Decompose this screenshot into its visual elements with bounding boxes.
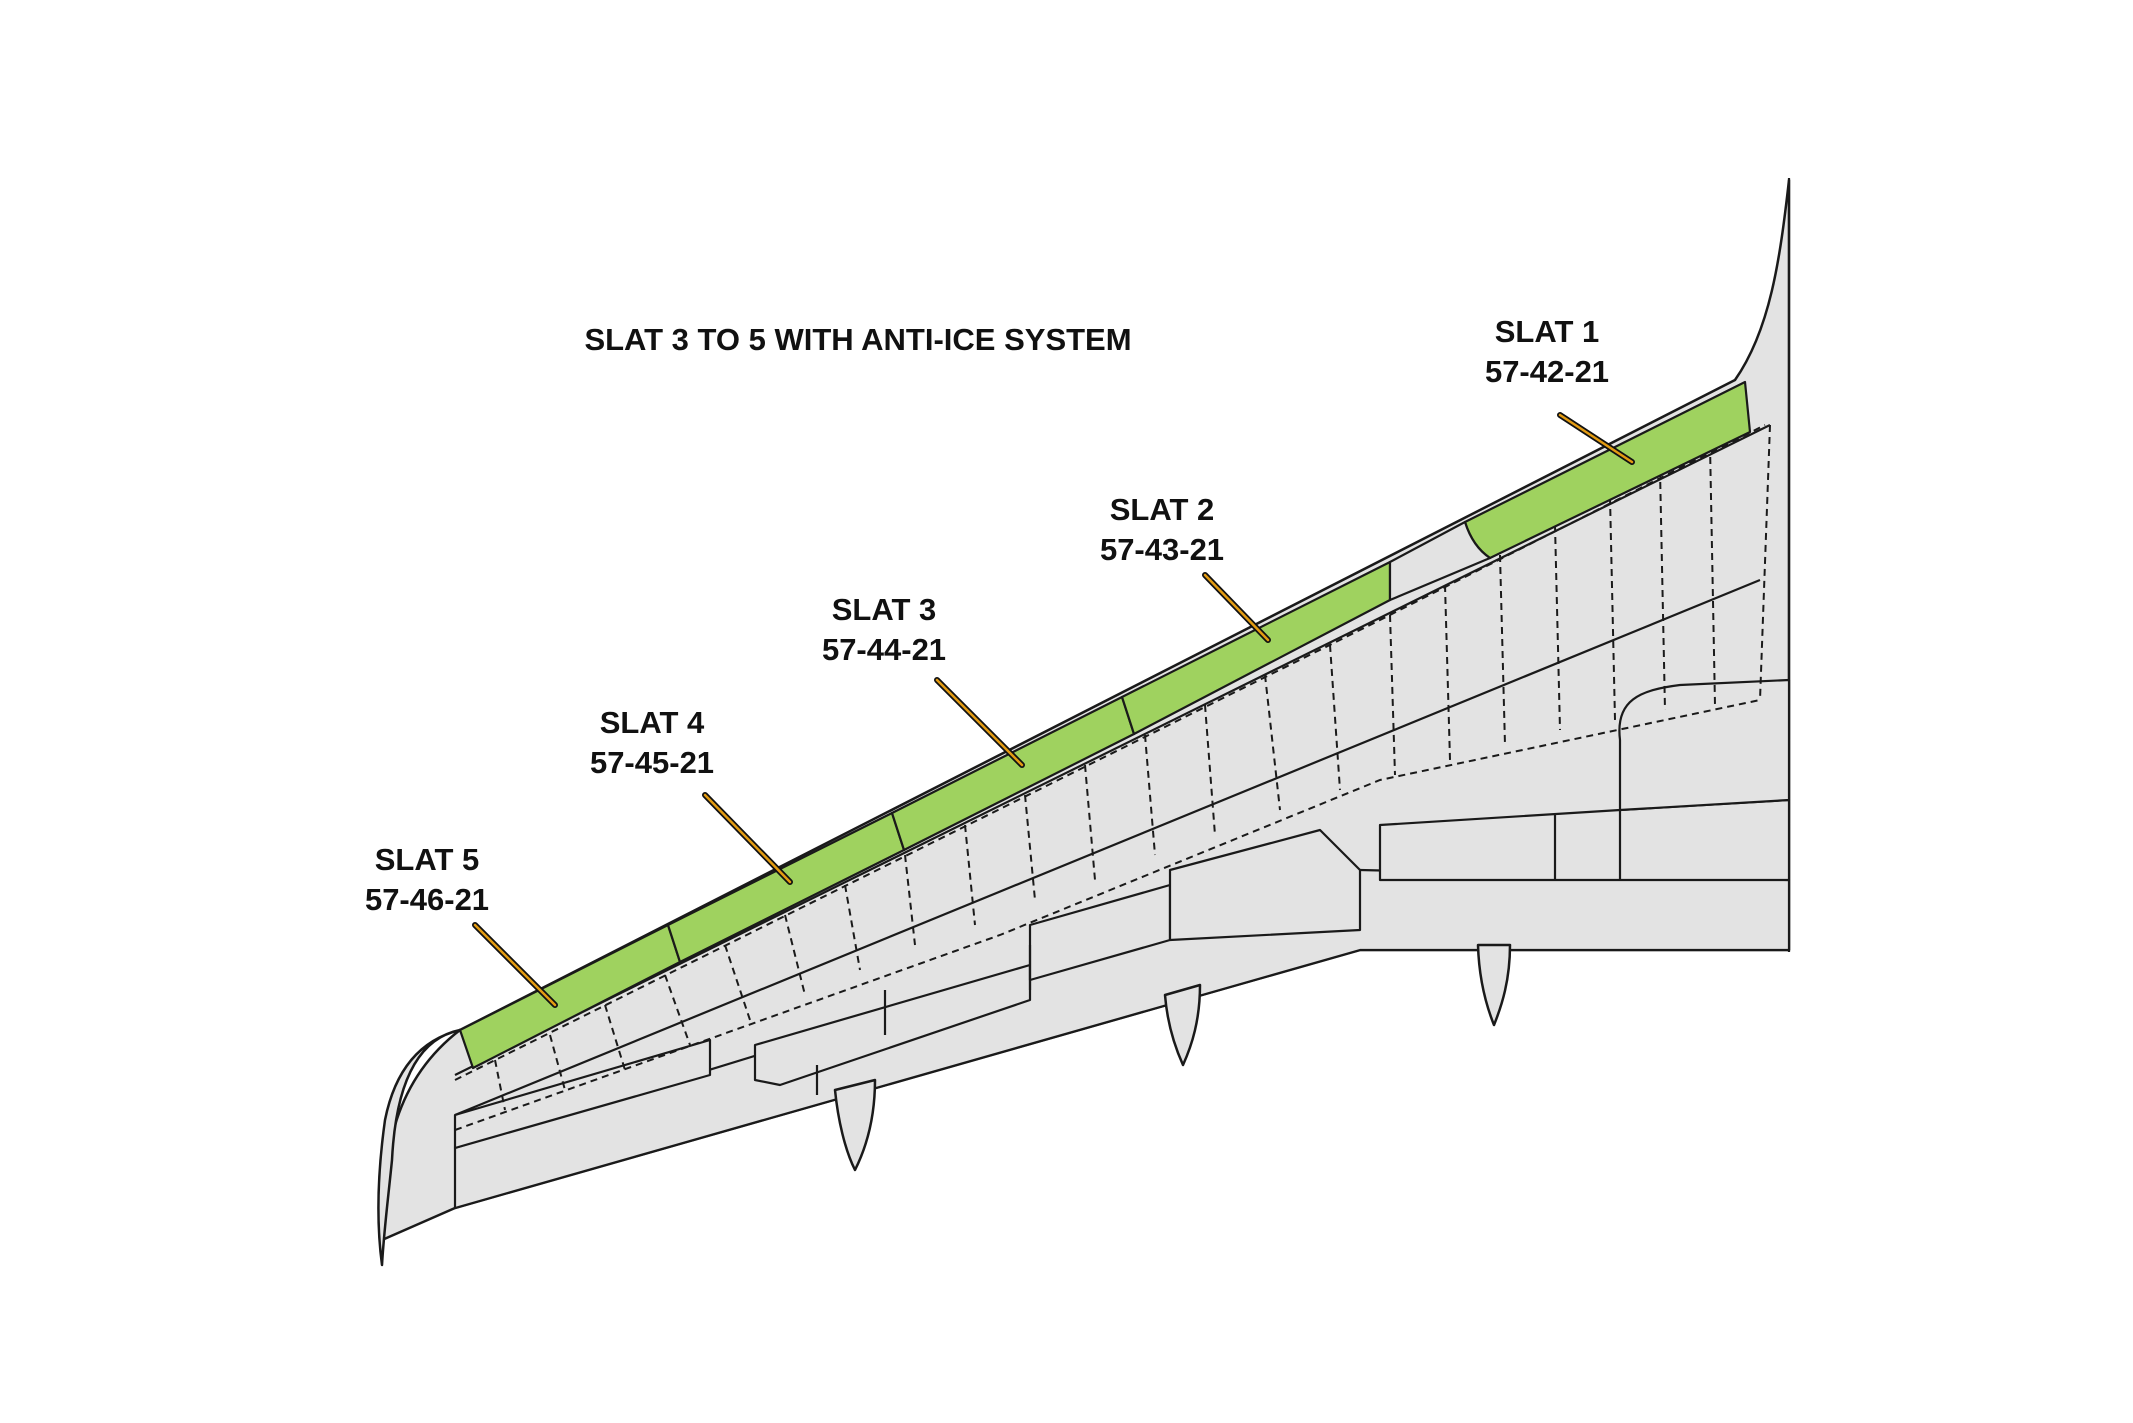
slat-4-ref: 57-45-21 <box>590 745 714 780</box>
diagram-title: SLAT 3 TO 5 WITH ANTI-ICE SYSTEM <box>584 322 1131 357</box>
flap-track-fairing-3 <box>1476 943 1512 1027</box>
flap-track-fairing-2 <box>1163 983 1202 1067</box>
slat-track-boundary-lower <box>454 699 1761 1131</box>
slat-5-name: SLAT 5 <box>375 842 480 877</box>
root-dashed-edge <box>1759 424 1771 701</box>
flap-panel-outboard <box>453 1038 712 1150</box>
flap-panel-root <box>1378 798 1791 882</box>
slat-gap-fairing <box>1388 520 1492 602</box>
slat-2-name: SLAT 2 <box>1110 492 1215 527</box>
slat-3-name: SLAT 3 <box>832 592 937 627</box>
wing-tip <box>377 1028 462 1267</box>
rear-spar-line <box>454 578 1761 1117</box>
flap-track-fairing-1 <box>833 1078 877 1172</box>
slat-1-ref: 57-42-21 <box>1485 354 1609 389</box>
slat-track-boundary-upper <box>454 424 1766 1081</box>
flap-panel-inner-3 <box>1168 828 1362 942</box>
slat-2-ref: 57-43-21 <box>1100 532 1224 567</box>
rib-lines <box>494 444 1716 1111</box>
flap-panel-inner-1 <box>753 963 1032 1087</box>
leader-lines <box>472 412 1635 1008</box>
slat-3-ref: 57-44-21 <box>822 632 946 667</box>
slat-4-name: SLAT 4 <box>600 705 705 740</box>
slat-5-ref: 57-46-21 <box>365 882 489 917</box>
root-fairing <box>1618 678 1791 812</box>
slat-1-name: SLAT 1 <box>1495 314 1600 349</box>
